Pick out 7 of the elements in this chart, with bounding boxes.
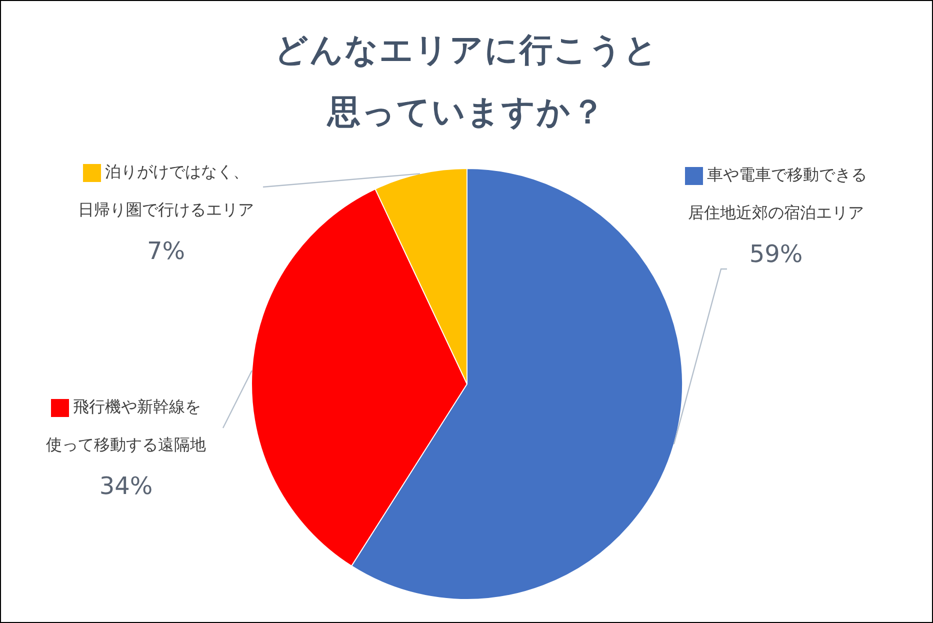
data-label: 59% [749,240,803,268]
legend-label: 飛行機や新幹線を使って移動する遠隔地 [46,397,206,454]
legend-label: 泊りがけではなく、日帰り圏で行けるエリア [78,162,254,220]
data-label: 34% [99,472,153,500]
legend-label: 車や電車で移動できる居住地近郊の宿泊エリア [688,165,867,222]
chart-title: どんなエリアに行こうと思っていますか？ [274,29,660,133]
data-label: 7% [146,237,186,266]
